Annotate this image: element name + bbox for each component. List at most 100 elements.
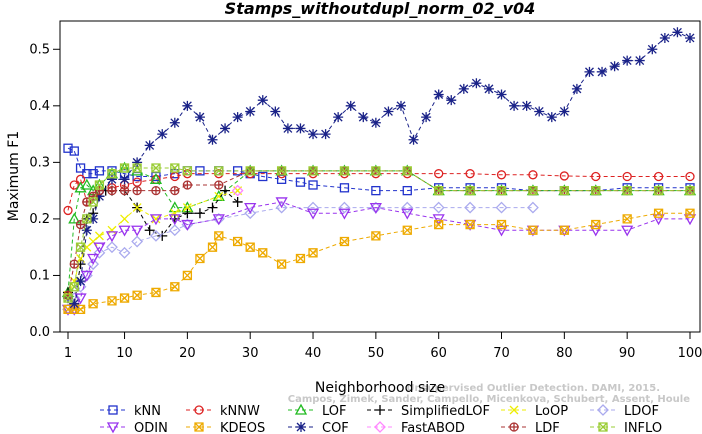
data-point xyxy=(194,422,204,432)
legend-label: LDF xyxy=(535,421,560,434)
legend-label: kNNW xyxy=(220,404,260,419)
data-point xyxy=(402,185,412,196)
data-point xyxy=(471,78,482,89)
data-point xyxy=(81,225,92,236)
data-point xyxy=(75,163,86,173)
data-point xyxy=(589,225,602,237)
data-point xyxy=(275,201,288,214)
data-point xyxy=(597,66,608,77)
chart-title: Stamps_withoutdupl_norm_02_v04 xyxy=(225,0,536,18)
data-point xyxy=(194,112,205,123)
data-point xyxy=(591,171,601,182)
data-point xyxy=(339,166,350,176)
x-tick-label: 30 xyxy=(242,346,259,361)
data-point xyxy=(559,185,569,196)
legend-label: INFLO xyxy=(624,421,662,434)
data-point xyxy=(108,405,118,415)
legend-item-fastabod: FastABOD xyxy=(367,421,465,434)
data-point xyxy=(307,201,319,214)
data-point xyxy=(131,235,144,248)
data-point xyxy=(282,123,293,134)
legend-label: ODIN xyxy=(134,421,168,434)
data-point xyxy=(559,225,569,235)
data-point xyxy=(168,201,181,213)
data-point xyxy=(207,202,218,213)
legend-item-loop: LoOP xyxy=(501,404,568,419)
data-point xyxy=(169,117,180,128)
data-point xyxy=(402,166,412,176)
data-point xyxy=(276,259,287,269)
data-point xyxy=(374,421,386,433)
data-point xyxy=(220,123,231,134)
data-point xyxy=(87,253,100,265)
data-point xyxy=(296,422,306,432)
data-point xyxy=(244,202,257,214)
data-point xyxy=(495,225,508,237)
data-point xyxy=(245,106,256,117)
data-point xyxy=(194,208,205,219)
data-point xyxy=(94,180,105,190)
data-point xyxy=(432,214,445,226)
data-point xyxy=(118,246,131,259)
data-point xyxy=(597,404,609,416)
data-point xyxy=(88,197,98,207)
legend-item-odin: ODIN xyxy=(100,421,168,434)
data-point xyxy=(483,83,494,94)
data-point xyxy=(496,89,507,100)
y-axis: 0.0 0.1 0.2 0.3 0.4 0.5 xyxy=(29,42,60,340)
data-point xyxy=(168,214,181,226)
data-point xyxy=(295,123,306,134)
data-point xyxy=(119,174,130,185)
legend-item-inflo: INFLO xyxy=(590,421,662,434)
data-point xyxy=(622,171,632,182)
legend-item-knn: kNN xyxy=(100,404,161,419)
data-point xyxy=(119,185,130,196)
data-point xyxy=(144,140,155,151)
data-point xyxy=(150,229,162,242)
data-point xyxy=(87,258,100,271)
data-point xyxy=(338,201,351,214)
data-point xyxy=(465,185,475,196)
data-point xyxy=(106,174,117,185)
series-line-loop xyxy=(67,190,238,296)
data-point xyxy=(214,180,224,190)
data-point xyxy=(88,169,98,179)
data-point xyxy=(106,241,118,254)
data-point xyxy=(672,27,683,38)
x-axis: 1 10 20 30 40 50 60 70 80 90 100 xyxy=(64,332,702,361)
data-point xyxy=(170,282,180,292)
data-point xyxy=(308,166,318,176)
data-point xyxy=(621,225,634,237)
data-point xyxy=(182,270,193,281)
legend-item-kdeos: KDEOS xyxy=(186,421,265,434)
data-point xyxy=(132,203,142,213)
data-point xyxy=(433,89,444,100)
data-point xyxy=(434,185,444,196)
data-point xyxy=(93,246,106,259)
series-cof xyxy=(63,27,695,309)
y-tick-label: 0.3 xyxy=(29,155,50,170)
data-point xyxy=(465,219,475,230)
data-point xyxy=(75,276,86,287)
data-point xyxy=(622,185,632,196)
data-point xyxy=(119,293,130,303)
data-point xyxy=(232,112,243,123)
data-point xyxy=(496,185,507,196)
data-point xyxy=(207,242,218,252)
y-tick-label: 0.2 xyxy=(29,212,50,227)
legend-item-ldf: LDF xyxy=(501,421,560,434)
data-point xyxy=(371,185,381,196)
data-point xyxy=(194,405,204,415)
data-point xyxy=(157,129,168,140)
data-point xyxy=(338,208,351,220)
data-point xyxy=(231,184,244,197)
data-point xyxy=(69,259,79,269)
x-axis-label: Neighborhood size xyxy=(315,380,445,396)
data-point xyxy=(464,201,477,214)
data-point xyxy=(168,224,181,237)
data-point xyxy=(653,171,664,182)
x-tick-label: 60 xyxy=(430,346,447,361)
data-point xyxy=(214,231,224,241)
data-point xyxy=(358,112,369,123)
